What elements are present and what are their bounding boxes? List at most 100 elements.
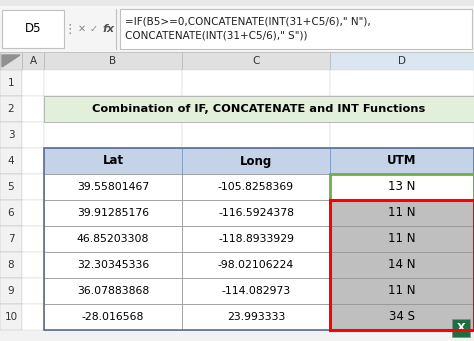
Bar (330, 52, 474, 70)
Text: UTM: UTM (387, 154, 417, 167)
Bar (182, 52, 330, 70)
Text: 14 N: 14 N (388, 258, 416, 271)
Text: -118.8933929: -118.8933929 (218, 234, 294, 244)
Text: -105.8258369: -105.8258369 (218, 182, 294, 192)
Text: 4: 4 (8, 156, 14, 166)
Bar (452, 319, 470, 337)
Text: 11 N: 11 N (388, 207, 416, 220)
Bar (44, 252, 182, 278)
Bar (44, 304, 182, 330)
Bar (330, 226, 474, 252)
Bar (330, 304, 474, 330)
Bar (22, 226, 44, 252)
Bar (182, 174, 330, 200)
Bar (330, 174, 474, 200)
Bar (44, 278, 182, 304)
Bar (44, 226, 182, 252)
Text: 1: 1 (8, 78, 14, 88)
Text: 6: 6 (8, 208, 14, 218)
Bar (22, 52, 44, 70)
Text: 46.85203308: 46.85203308 (77, 234, 149, 244)
Bar (44, 148, 474, 330)
Bar (330, 252, 474, 278)
Text: 34 S: 34 S (389, 311, 415, 324)
Bar (182, 252, 330, 278)
Bar (330, 200, 474, 226)
Bar (182, 226, 330, 252)
Bar (0, 200, 22, 226)
Bar (22, 278, 44, 304)
Text: -116.5924378: -116.5924378 (218, 208, 294, 218)
Bar (44, 174, 182, 200)
Bar (182, 252, 330, 278)
Bar (44, 122, 182, 148)
Bar (22, 148, 44, 174)
Bar (44, 174, 182, 200)
Text: ✓: ✓ (90, 24, 98, 34)
Text: ⋮: ⋮ (64, 23, 76, 35)
Bar (44, 70, 182, 96)
Text: Long: Long (240, 154, 272, 167)
Text: 8: 8 (8, 260, 14, 270)
Bar (330, 278, 474, 304)
Text: fx: fx (102, 24, 114, 34)
Bar (44, 252, 182, 278)
Bar (22, 70, 44, 96)
Bar (0, 122, 22, 148)
Bar (44, 226, 182, 252)
Text: =IF(B5>=0,CONCATENATE(INT(31+C5/6)," N"),: =IF(B5>=0,CONCATENATE(INT(31+C5/6)," N")… (125, 17, 371, 27)
Text: CONCATENATE(INT(31+C5/6)," S")): CONCATENATE(INT(31+C5/6)," S")) (125, 31, 308, 41)
Text: 10: 10 (4, 312, 18, 322)
Bar (22, 174, 44, 200)
Text: Lat: Lat (102, 154, 124, 167)
Bar (44, 96, 182, 122)
Bar (0, 96, 22, 122)
Text: ✕: ✕ (78, 24, 86, 34)
Bar (182, 304, 330, 330)
Bar (0, 148, 22, 174)
Bar (330, 148, 474, 174)
Text: Combination of IF, CONCATENATE and INT Functions: Combination of IF, CONCATENATE and INT F… (92, 104, 426, 114)
Text: 23.993333: 23.993333 (227, 312, 285, 322)
Bar (330, 304, 474, 330)
Bar (0, 174, 22, 200)
Text: A: A (29, 56, 36, 66)
Text: 2: 2 (8, 104, 14, 114)
Bar (330, 174, 474, 200)
Bar (44, 200, 182, 226)
Text: 11 N: 11 N (388, 284, 416, 297)
Bar (0, 6, 474, 52)
Bar (182, 96, 330, 122)
Text: 32.30345336: 32.30345336 (77, 260, 149, 270)
Text: -114.082973: -114.082973 (221, 286, 291, 296)
Bar (22, 200, 44, 226)
Bar (0, 52, 22, 70)
Bar (330, 200, 474, 226)
Bar (2, 10, 64, 48)
Bar (0, 304, 22, 330)
Bar (0, 252, 22, 278)
Bar (0, 70, 22, 96)
Text: X: X (456, 323, 465, 333)
Bar (182, 174, 330, 200)
Bar (182, 226, 330, 252)
Bar (22, 252, 44, 278)
Bar (0, 278, 22, 304)
Bar (330, 278, 474, 304)
Bar (330, 252, 474, 278)
Text: 9: 9 (8, 286, 14, 296)
Bar (120, 9, 472, 49)
Bar (0, 52, 474, 70)
Text: B: B (109, 56, 117, 66)
Bar (330, 122, 474, 148)
Text: 3: 3 (8, 130, 14, 140)
Bar (182, 200, 330, 226)
Text: C: C (252, 56, 260, 66)
Text: -28.016568: -28.016568 (82, 312, 144, 322)
Bar (182, 70, 330, 96)
Bar (182, 122, 330, 148)
Text: D: D (398, 56, 406, 66)
Bar (330, 200, 474, 330)
Text: 11 N: 11 N (388, 233, 416, 246)
Text: 13 N: 13 N (388, 180, 416, 193)
